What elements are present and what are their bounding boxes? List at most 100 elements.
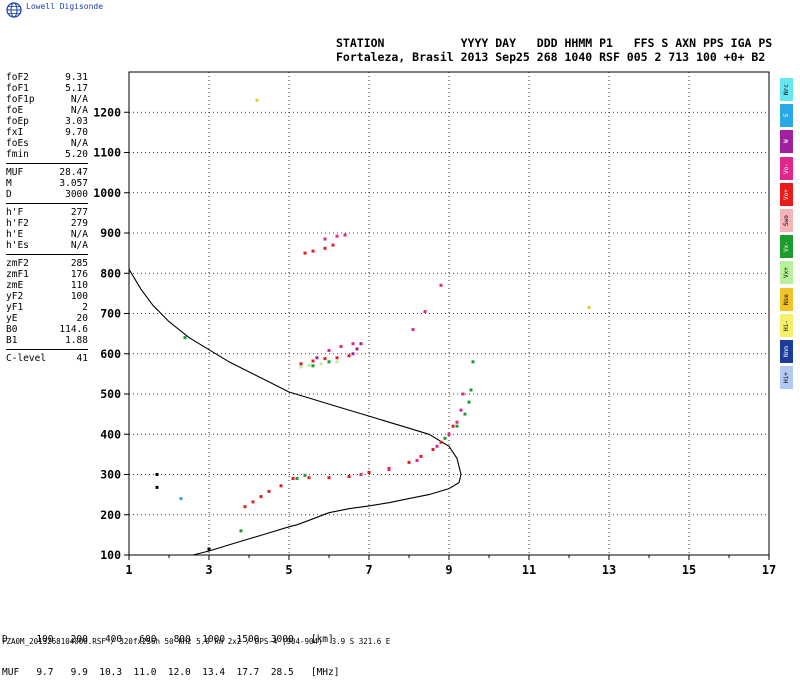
parameter-row: M 3.057 — [6, 178, 88, 189]
echo-point-vo — [259, 495, 263, 499]
parameter-row: D 3000 — [6, 189, 88, 200]
parameter-row: zmF1 176 — [6, 269, 88, 280]
legend-swatch-w: W — [780, 130, 793, 154]
echo-point-vx — [471, 360, 475, 364]
muf-distance-table: D 100 200 400 600 800 1000 1500 3000 [km… — [2, 612, 339, 689]
echo-point-vx — [183, 336, 187, 340]
echo-point-vo — [311, 249, 315, 253]
parameter-name: foE — [6, 105, 24, 116]
parameter-name: foEp — [6, 116, 29, 127]
legend-label: Hi- — [783, 319, 790, 331]
parameter-row: C-level 41 — [6, 353, 88, 364]
y-tick-label: 400 — [100, 427, 121, 441]
parameter-value: 285 — [70, 258, 88, 269]
echo-point-w — [351, 352, 355, 356]
y-tick-label: 700 — [100, 307, 121, 321]
parameter-name: h'E — [6, 229, 24, 240]
parameter-name: zmF1 — [6, 269, 29, 280]
y-tick-label: 1200 — [93, 105, 121, 119]
echo-point-vx — [455, 424, 459, 428]
echo-point-vo — [335, 234, 339, 238]
parameter-row: yE 20 — [6, 313, 88, 324]
parameter-value: 5.20 — [65, 149, 88, 160]
legend-swatch-hi: Hi+ — [780, 366, 793, 390]
echo-point-vo — [303, 251, 307, 255]
parameter-value: 277 — [70, 207, 88, 218]
x-tick-label: 5 — [285, 563, 292, 577]
parameter-value: 176 — [70, 269, 88, 280]
legend-label: Nrc — [783, 84, 790, 95]
legend-label: Nnm — [783, 345, 790, 357]
x-tick-label: 7 — [365, 563, 372, 577]
echo-point-vo — [351, 342, 355, 346]
parameter-value: 28.47 — [59, 167, 88, 178]
echo-point-nnm — [207, 547, 211, 551]
echo-point-w — [315, 356, 319, 360]
parameter-separator — [6, 203, 88, 204]
parameter-row: zmF2 285 — [6, 258, 88, 269]
legend-swatch-nnm: Nnm — [780, 339, 793, 363]
echo-point-vo — [423, 310, 427, 313]
legend-label: Vx- — [783, 241, 790, 253]
x-tick-label: 9 — [445, 563, 452, 577]
echo-point-vo — [431, 448, 435, 451]
echo-point-vo — [439, 283, 443, 287]
parameter-name: h'Es — [6, 240, 29, 251]
parameter-name: fmin — [6, 149, 29, 160]
parameter-name: MUF — [6, 167, 24, 178]
parameter-row: foF1 5.17 — [6, 83, 88, 94]
echo-point-vx — [311, 364, 315, 368]
globe-icon — [6, 2, 22, 18]
echo-point-vo — [459, 408, 463, 412]
echo-point-vo — [323, 237, 327, 241]
ionogram-chart: 1 3 5 7 9 11 13 15 17100200300400500600700800900… — [93, 71, 776, 577]
parameter-row: foF2 9.31 — [6, 72, 88, 83]
parameter-row: zmE 110 — [6, 280, 88, 291]
parameter-separator — [6, 254, 88, 255]
echo-point-nnm — [155, 485, 159, 489]
parameter-value: 9.70 — [65, 127, 88, 138]
echo-point-w — [355, 347, 359, 351]
echo-point-vo — [451, 424, 455, 428]
parameter-value: 279 — [70, 218, 88, 229]
legend-label: E — [783, 113, 790, 118]
echo-point-vo — [387, 468, 391, 472]
parameter-row: fxI 9.70 — [6, 127, 88, 138]
parameter-row: yF1 2 — [6, 302, 88, 313]
parameter-name: yF1 — [6, 302, 24, 313]
x-tick-label: 13 — [602, 563, 616, 577]
file-info-footer: FZA0M_2013268104000.RSF / 320fx256h 50 k… — [2, 637, 391, 646]
parameter-row: B1 1.88 — [6, 335, 88, 346]
legend-label: Vx+ — [783, 267, 790, 279]
parameter-row: h'F 277 — [6, 207, 88, 218]
parameter-row: B0 114.6 — [6, 324, 88, 335]
echo-point-vo — [299, 362, 303, 366]
echo-point-vx — [319, 362, 323, 366]
parameter-row: foE N/A — [6, 105, 88, 116]
x-tick-label: 3 — [205, 563, 212, 577]
legend-swatch-hi: Hi- — [780, 313, 793, 337]
legend-swatch-nse: Nse — [780, 287, 793, 311]
echo-point-vx — [463, 412, 467, 416]
legend-label: Hi+ — [783, 372, 790, 383]
echo-point-vx — [307, 363, 311, 367]
legend-swatch-nrc: Nrc — [780, 78, 793, 101]
parameter-row: MUF 28.47 — [6, 167, 88, 178]
echo-point-vo — [347, 354, 351, 358]
echo-point-vo — [447, 432, 451, 436]
parameter-name: h'F2 — [6, 218, 29, 229]
parameter-value: 3000 — [65, 189, 88, 200]
echo-point-vo — [251, 500, 255, 504]
color-scale-legend: Nrc E W Vo- Vo+ Swo Vx- Vx+ Nse Hi- Nnm Hi+ — [780, 78, 793, 392]
echo-point-vx — [443, 436, 447, 440]
y-tick-label: 900 — [100, 226, 121, 240]
echo-point-vo — [343, 233, 347, 237]
parameter-row: fmin 5.20 — [6, 149, 88, 160]
brand-name: Lowell Digisonde — [26, 2, 104, 11]
parameter-name: foF1p — [6, 94, 35, 105]
parameter-name: foEs — [6, 138, 29, 149]
parameter-row: foEp 3.03 — [6, 116, 88, 127]
echo-point-vo — [323, 357, 327, 361]
echo-point-nse — [587, 306, 591, 309]
legend-label: W — [783, 140, 790, 144]
